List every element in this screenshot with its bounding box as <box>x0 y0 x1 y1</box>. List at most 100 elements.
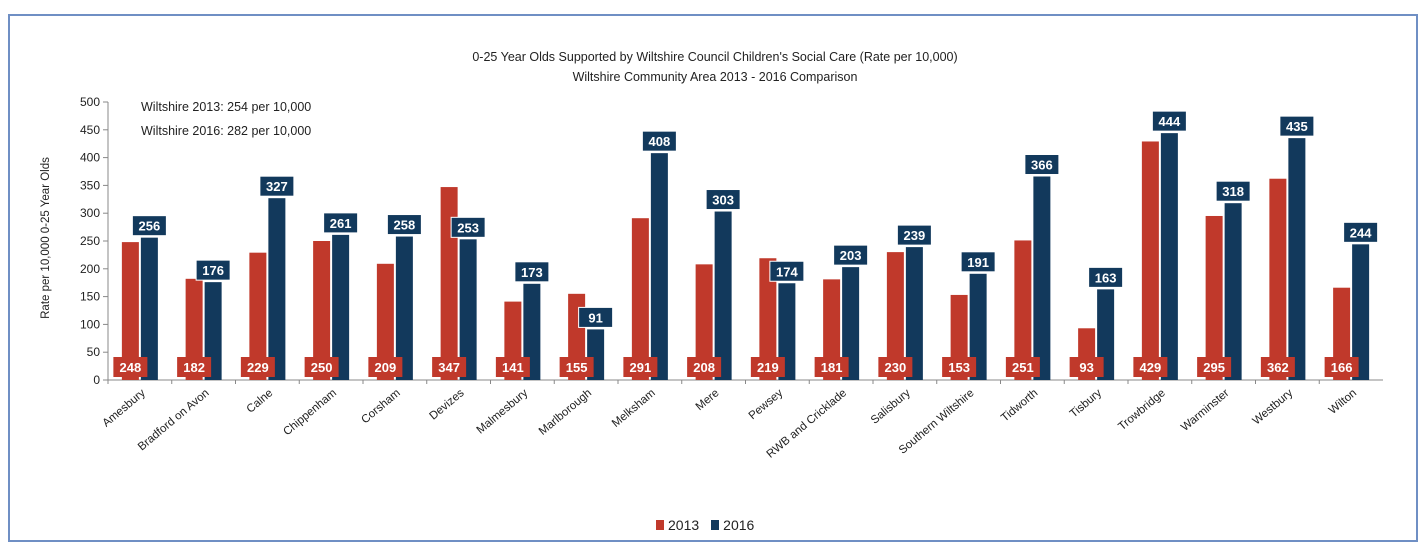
y-tick-label: 200 <box>80 262 100 276</box>
data-label-box-2013 <box>878 357 913 377</box>
data-label-2013: 429 <box>1140 360 1162 375</box>
legend-item-2016: 2016 <box>711 517 754 533</box>
data-label-box-2016 <box>259 175 295 197</box>
y-tick-label: 500 <box>80 95 100 109</box>
data-label-box-2016 <box>514 261 550 283</box>
chart-title: 0-25 Year Olds Supported by Wiltshire Co… <box>472 50 958 64</box>
data-label-box-2013 <box>177 357 212 377</box>
chart-subtitle: Wiltshire Community Area 2013 - 2016 Com… <box>572 70 858 84</box>
data-label-box-2013 <box>1069 357 1104 377</box>
data-label-2016: 173 <box>521 265 543 280</box>
legend: 2013 2016 <box>656 517 754 533</box>
data-label-2013: 182 <box>183 360 205 375</box>
x-tick-label: Wilton <box>1327 387 1359 417</box>
annotation-2016: Wiltshire 2016: 282 per 10,000 <box>141 124 312 138</box>
bar-2016 <box>1224 203 1242 380</box>
bar-2013 <box>1269 178 1287 380</box>
data-label-box-2013 <box>1197 357 1232 377</box>
y-tick-label: 150 <box>80 290 100 304</box>
bar-2016 <box>1352 244 1370 380</box>
data-label-box-2016 <box>1279 115 1315 137</box>
bar-2016 <box>332 234 350 380</box>
legend-swatch-2016 <box>711 520 720 530</box>
bar-2013 <box>185 278 203 380</box>
y-tick-label: 450 <box>80 123 100 137</box>
data-label-box-2016 <box>833 244 869 266</box>
x-tick-label: Westbury <box>1251 387 1296 427</box>
data-label-box-2016 <box>386 214 422 236</box>
data-label-box-2013 <box>1133 357 1168 377</box>
data-label-2013: 251 <box>1012 360 1034 375</box>
data-label-box-2013 <box>750 357 785 377</box>
bar-2013 <box>313 241 331 380</box>
data-label-2013: 153 <box>948 360 970 375</box>
data-label-2016: 435 <box>1286 119 1308 134</box>
bar-2013 <box>823 279 841 380</box>
x-tick-label: Salisbury <box>869 387 913 427</box>
data-label-box-2016 <box>896 224 932 246</box>
data-label-2013: 295 <box>1203 360 1225 375</box>
data-label-2013: 219 <box>757 360 779 375</box>
data-label-2016: 253 <box>457 220 479 235</box>
data-label-box-2013 <box>432 357 467 377</box>
data-label-2013: 229 <box>247 360 269 375</box>
data-label-2016: 303 <box>712 193 734 208</box>
bar-2016 <box>459 239 477 380</box>
data-label-box-2013 <box>1324 357 1359 377</box>
legend-item-2013: 2013 <box>656 517 699 533</box>
bar-2013 <box>886 252 904 380</box>
annotation-2013: Wiltshire 2013: 254 per 10,000 <box>141 100 312 114</box>
y-tick-label: 250 <box>80 234 100 248</box>
data-label-box-2016 <box>960 251 996 273</box>
data-label-2013: 347 <box>438 360 460 375</box>
data-label-2013: 230 <box>885 360 907 375</box>
bar-2016 <box>523 283 541 380</box>
bar-2016 <box>905 247 923 380</box>
data-label-box-2013 <box>942 357 977 377</box>
x-tick-label: Amesbury <box>100 387 148 430</box>
x-tick-label: Bradford on Avon <box>136 387 212 453</box>
data-label-box-2013 <box>304 357 339 377</box>
legend-label-2016: 2016 <box>723 517 755 533</box>
data-label-box-2016 <box>578 306 614 328</box>
bar-2016 <box>1160 133 1178 380</box>
bar-2013 <box>695 264 713 380</box>
bar-2013 <box>121 242 139 380</box>
data-label-box-2013 <box>814 357 849 377</box>
data-label-box-2013 <box>687 357 722 377</box>
bar-2016 <box>778 283 796 380</box>
x-tick-label: Tisbury <box>1068 387 1104 420</box>
bar-2016 <box>395 236 413 380</box>
data-label-box-2016 <box>1215 180 1251 202</box>
data-label-box-2016 <box>450 216 486 238</box>
bar-2013 <box>440 187 458 380</box>
bar-2013 <box>1141 141 1159 380</box>
data-label-2016: 163 <box>1095 270 1117 285</box>
data-label-2016: 444 <box>1159 114 1181 129</box>
y-axis-label: Rate per 10,000 0-25 Year Olds <box>40 157 52 319</box>
data-label-box-2016 <box>1343 221 1379 243</box>
data-label-2013: 250 <box>311 360 333 375</box>
data-label-box-2013 <box>623 357 658 377</box>
y-axis-label-anchor: Rate per 10,000 0-25 Year Olds <box>40 157 56 319</box>
x-tick-label: Warminster <box>1179 387 1232 434</box>
data-label-2013: 209 <box>375 360 397 375</box>
bar-2016 <box>204 282 222 380</box>
x-tick-label: Chippenham <box>281 387 339 438</box>
data-label-box-2013 <box>113 357 148 377</box>
data-label-box-2016 <box>705 189 741 211</box>
data-label-2013: 155 <box>566 360 588 375</box>
data-label-2016: 256 <box>139 219 161 234</box>
chart-frame <box>8 14 1418 542</box>
bar-2013 <box>759 258 777 380</box>
data-label-2013: 93 <box>1079 360 1093 375</box>
bar-2013 <box>631 218 649 380</box>
data-label-box-2016 <box>769 260 805 282</box>
data-label-2013: 166 <box>1331 360 1353 375</box>
data-label-2013: 248 <box>120 360 142 375</box>
data-label-2016: 174 <box>776 264 798 279</box>
data-label-box-2016 <box>131 215 167 237</box>
data-label-box-2016 <box>1024 154 1060 176</box>
data-label-2013: 181 <box>821 360 843 375</box>
